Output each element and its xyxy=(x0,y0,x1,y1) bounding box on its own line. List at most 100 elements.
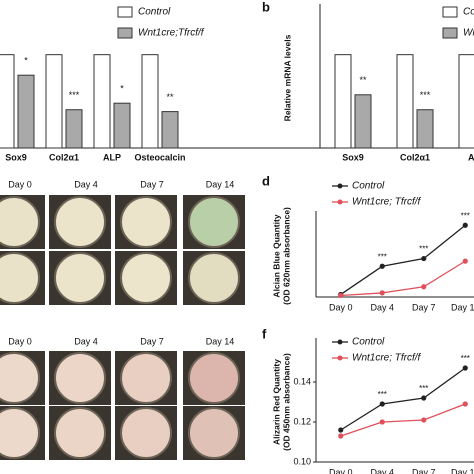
point xyxy=(462,401,468,407)
x-tick-label: Col2α1 xyxy=(49,152,79,162)
y-tick-label: 0.12 xyxy=(293,416,311,426)
well-image xyxy=(0,352,40,404)
image-column-label: Day 14 xyxy=(206,179,235,189)
x-tick-label: Col2α1 xyxy=(400,152,430,162)
well-image xyxy=(188,196,240,248)
y-tick-label: 0.14 xyxy=(293,376,311,386)
legend-swatch xyxy=(442,27,458,39)
y-axis-label: Alizarin Red Quantity xyxy=(271,359,281,445)
panel-label: f xyxy=(262,326,267,341)
legend-label: Wnt1cre;Tfrcf/f xyxy=(138,28,205,39)
bar xyxy=(93,54,111,149)
significance: ** xyxy=(166,92,174,102)
x-tick-label: ALP xyxy=(103,152,121,162)
point xyxy=(462,258,468,264)
legend-label: Wnt1cre;Tfrcf/f xyxy=(463,28,474,39)
significance: *** xyxy=(461,354,470,363)
image-column-label: Day 7 xyxy=(140,336,164,346)
panel-label: d xyxy=(262,173,270,188)
well-image xyxy=(188,407,240,459)
significance: *** xyxy=(419,245,428,254)
image-column-label: Day 4 xyxy=(74,336,98,346)
legend-marker xyxy=(337,183,343,189)
point xyxy=(379,263,385,269)
panel-label: b xyxy=(262,0,270,14)
y-axis-label: (OD 620nm absorbance) xyxy=(281,207,291,305)
bar xyxy=(458,54,474,149)
well-image xyxy=(54,252,106,304)
well-image xyxy=(0,407,40,459)
image-column-label: Day 4 xyxy=(74,179,98,189)
point xyxy=(421,284,427,290)
point xyxy=(462,365,468,371)
x-tick-label: Sox9 xyxy=(5,152,27,162)
point xyxy=(421,417,427,423)
y-axis-label: Alcian Blue Quantity xyxy=(271,214,281,297)
x-tick-label: Day 7 xyxy=(412,467,436,474)
y-tick-label: 0.10 xyxy=(293,456,311,466)
legend-marker xyxy=(337,355,343,361)
point xyxy=(338,433,344,439)
point xyxy=(338,427,344,433)
x-tick-label: Day 14 xyxy=(451,467,474,474)
legend-label: Wnt1cre; Tfrcf/f xyxy=(352,197,422,208)
bar xyxy=(113,102,131,149)
series-line xyxy=(340,403,466,437)
legend-marker xyxy=(337,199,343,205)
well-image xyxy=(120,407,172,459)
legend-label: Control xyxy=(463,7,474,18)
legend-label: Wnt1cre; Tfrcf/f xyxy=(352,353,422,364)
y-axis-label: (OD 450nm absorbance) xyxy=(281,353,291,451)
bar xyxy=(416,109,434,149)
significance: *** xyxy=(419,384,428,393)
well-image xyxy=(54,352,106,404)
well-image xyxy=(120,352,172,404)
x-tick-label: Day 7 xyxy=(412,302,436,312)
x-tick-label: Day 4 xyxy=(370,467,394,474)
well-image xyxy=(188,252,240,304)
well-image xyxy=(0,196,40,248)
legend-swatch xyxy=(117,27,133,39)
bar xyxy=(161,111,179,149)
significance: * xyxy=(24,56,28,66)
bar xyxy=(396,54,414,149)
significance: *** xyxy=(461,211,470,220)
x-tick-label: Day 0 xyxy=(329,302,353,312)
x-tick-label: Day 4 xyxy=(370,302,394,312)
significance: *** xyxy=(69,90,80,100)
well-image xyxy=(54,407,106,459)
well-image xyxy=(54,196,106,248)
point xyxy=(421,395,427,401)
bar xyxy=(334,54,352,149)
bar xyxy=(354,94,372,149)
bar xyxy=(17,74,35,149)
significance: *** xyxy=(378,390,387,399)
series-line xyxy=(340,224,466,295)
x-tick-label: Osteocalcin xyxy=(134,152,185,162)
image-column-label: Day 14 xyxy=(206,336,235,346)
point xyxy=(379,401,385,407)
point xyxy=(462,222,468,228)
well-image xyxy=(120,252,172,304)
bar xyxy=(45,54,63,149)
x-tick-label: Day 0 xyxy=(329,467,353,474)
x-tick-label: ALP xyxy=(468,152,474,162)
significance: *** xyxy=(420,90,431,100)
legend-label: Control xyxy=(352,337,385,348)
legend-swatch xyxy=(117,6,133,18)
significance: ** xyxy=(359,75,367,85)
significance: *** xyxy=(378,252,387,261)
well-image xyxy=(120,196,172,248)
point xyxy=(338,292,344,299)
series-line xyxy=(340,367,466,431)
significance: * xyxy=(120,84,124,94)
well-image xyxy=(0,252,40,304)
x-tick-label: Day 14 xyxy=(451,302,474,312)
legend-swatch xyxy=(442,6,458,18)
series-line xyxy=(340,260,466,297)
legend-label: Control xyxy=(352,181,385,192)
point xyxy=(379,290,385,296)
x-tick-label: Sox9 xyxy=(342,152,364,162)
image-column-label: Day 7 xyxy=(140,179,164,189)
